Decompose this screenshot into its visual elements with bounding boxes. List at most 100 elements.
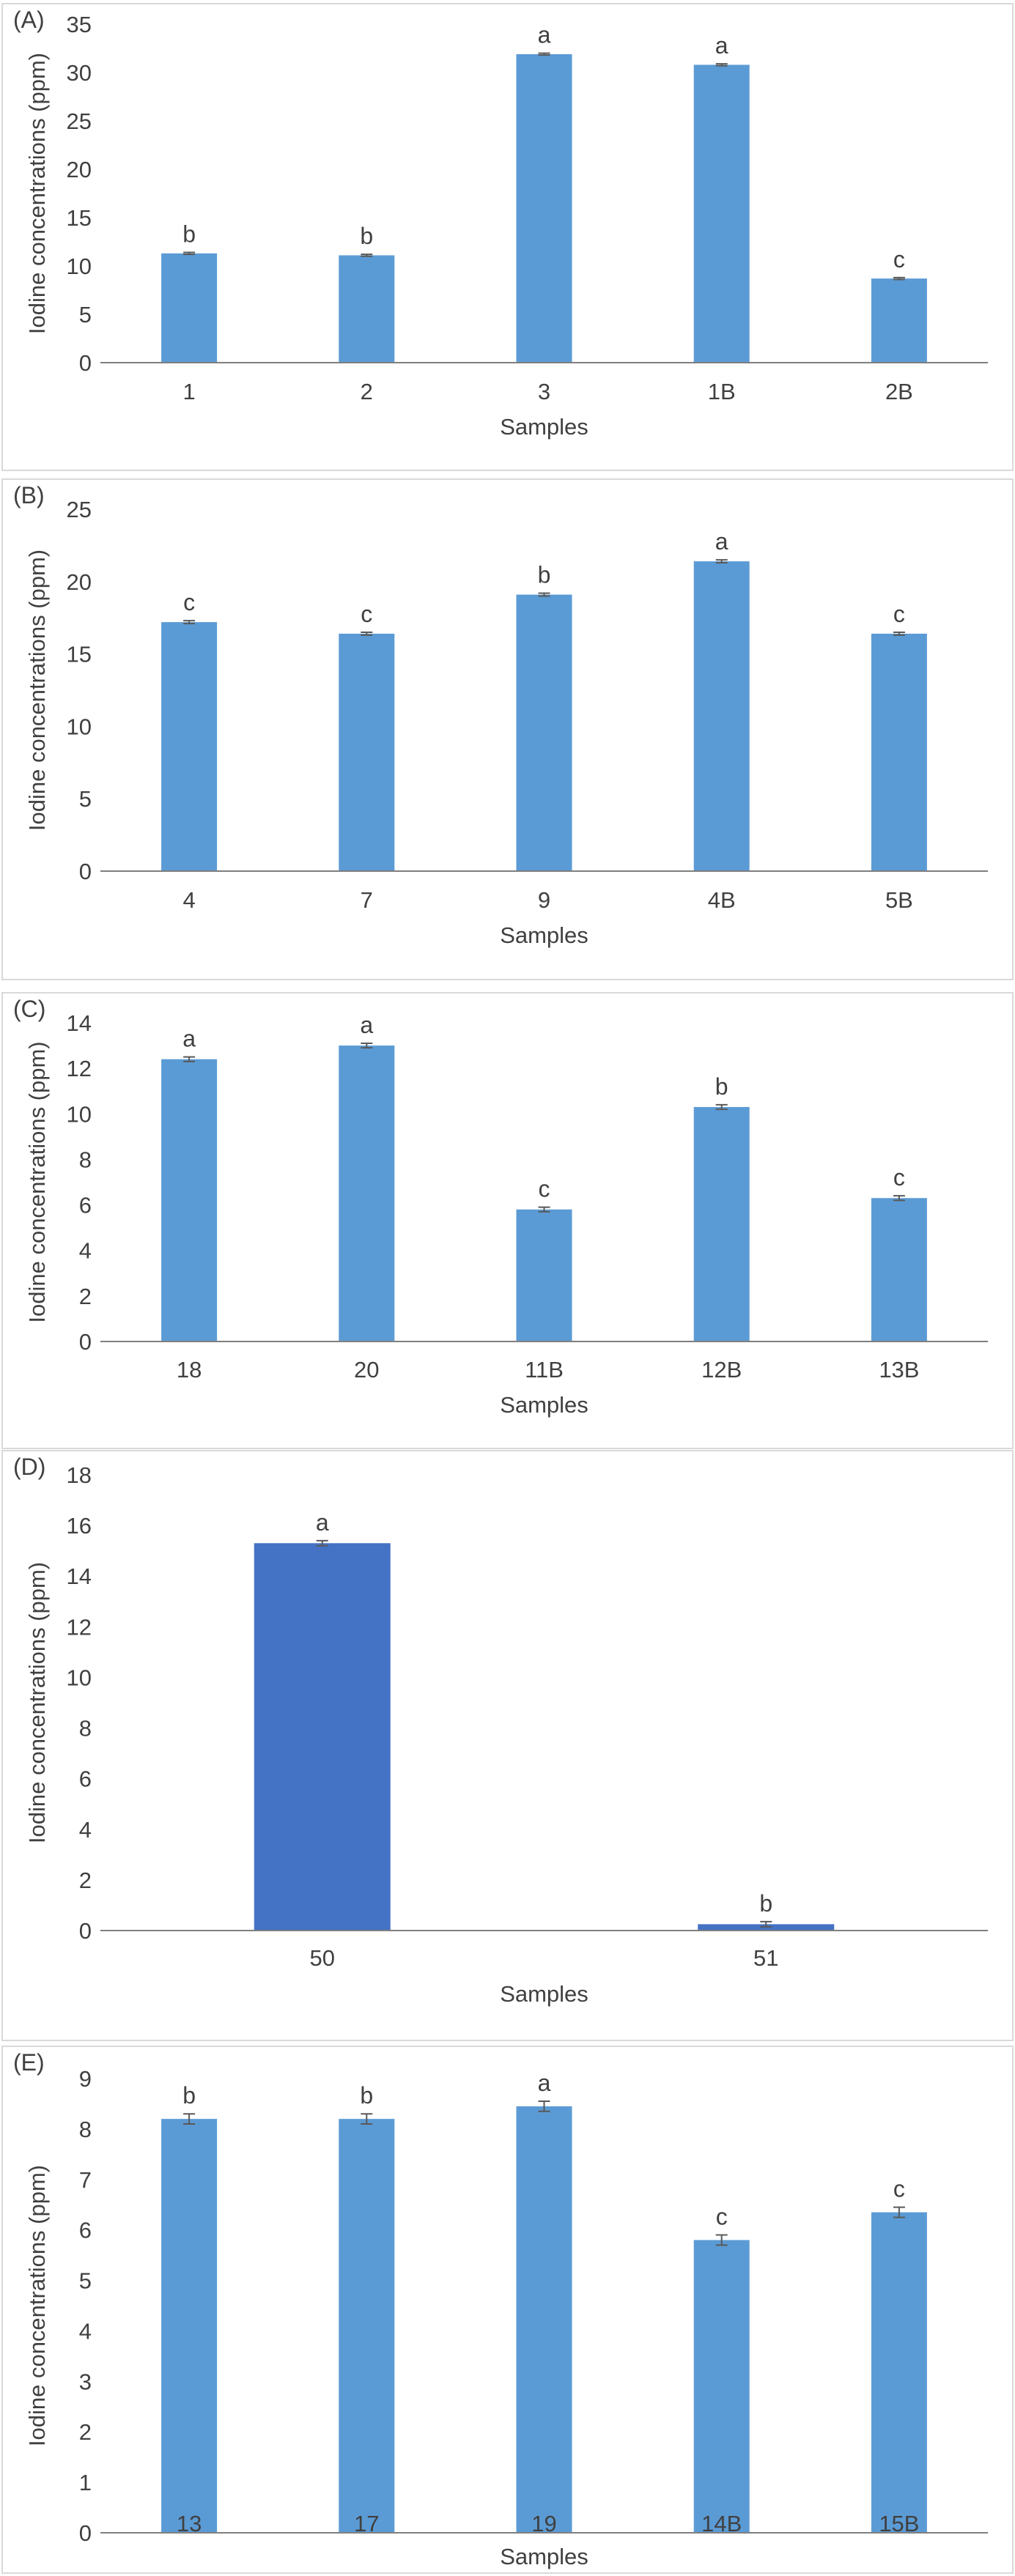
bar [516,2106,572,2533]
bar [693,561,750,871]
x-tick-label: 7 [361,887,373,913]
significance-letter: c [539,1176,550,1202]
panel-label: (A) [13,7,45,33]
x-tick-label: 3 [538,379,550,404]
y-tick-label: 2 [79,1868,92,1893]
y-tick-label: 8 [79,1716,92,1742]
y-axis-label: Iodine concentrations (ppm) [24,1041,50,1322]
y-tick-label: 25 [67,108,92,134]
bar [516,1209,572,1341]
x-tick-label: 50 [310,1945,335,1971]
x-tick-label: 20 [354,1357,379,1383]
x-tick-label: 12B [701,1357,742,1383]
y-tick-label: 30 [67,60,92,86]
y-tick-label: 1 [79,2470,92,2495]
bar [871,1198,927,1341]
significance-letter: c [893,2176,905,2202]
x-axis-label: Samples [500,2544,588,2569]
significance-letter: c [893,601,905,627]
y-tick-label: 2 [79,2419,92,2445]
panel-frame [1,2046,1014,2574]
x-tick-label: 2 [361,379,373,404]
x-tick-label: 9 [538,887,550,913]
chart-panel-b: (B) 0 5 10 15 20 25 Iodine concentrations (ppm)… [1,478,1014,980]
bar [339,633,395,871]
significance-letter: b [360,223,373,249]
y-tick-label: 2 [79,1284,92,1309]
y-tick-label: 7 [79,2167,92,2193]
y-tick-label: 18 [67,1462,92,1488]
chart-panel-e: (E) 0 1 2 3 4 5 6 7 8 9 Iodine concentrations (ppm)… [1,2046,1014,2574]
y-tick-label: 0 [79,859,92,884]
y-tick-label: 9 [79,2066,92,2092]
y-tick-label: 4 [79,1238,92,1264]
bar [339,1045,395,1341]
y-tick-label: 0 [79,350,92,376]
bar [693,1106,750,1341]
chart-panel-d: (D) 0 2 4 6 8 10 12 14 16 18 Iodine concentrations … [1,1450,1014,2041]
y-tick-label: 16 [67,1513,92,1539]
x-tick-label: 2B [885,379,913,404]
bar [871,633,927,871]
significance-letter: b [538,562,551,588]
significance-letter: c [716,2204,728,2230]
chart-panel-a: (A) 0 5 10 15 20 25 30 35 Iodine concentrations (… [1,3,1014,471]
panel-label: (D) [13,1454,45,1480]
y-axis-label: Iodine concentrations (ppm) [24,549,50,831]
y-axis-label: Iodine concentrations (ppm) [24,53,50,334]
significance-letter: b [360,2082,373,2109]
bar [161,622,218,871]
significance-letter: a [316,1509,329,1536]
y-tick-label: 20 [67,157,92,182]
y-tick-label: 6 [79,1193,92,1218]
y-tick-label: 15 [67,642,92,667]
y-tick-label: 6 [79,1766,92,1792]
bar [161,1059,218,1341]
significance-letter: c [361,601,372,627]
x-axis-label: Samples [500,922,588,948]
y-tick-label: 14 [67,1010,92,1036]
bar [871,2212,927,2533]
y-tick-label: 10 [67,1101,92,1127]
x-tick-label: 4 [182,887,195,913]
significance-letter: b [715,1073,728,1100]
y-tick-label: 3 [79,2369,92,2394]
x-tick-label: 5B [885,887,913,913]
x-axis-label: Samples [500,414,588,440]
bar [871,278,927,363]
y-tick-label: 8 [79,1147,92,1172]
significance-letter: b [182,221,196,248]
panel-label: (E) [13,2049,45,2076]
y-tick-label: 12 [67,1614,92,1640]
x-tick-label: 1 [182,379,195,404]
panel-label: (C) [13,996,45,1022]
x-tick-label: 1B [708,379,736,404]
y-tick-label: 5 [79,2268,92,2294]
bar [339,2119,395,2533]
y-tick-label: 12 [67,1056,92,1081]
bar [161,2119,218,2533]
significance-letter: a [715,528,728,555]
significance-letter: c [183,589,195,615]
x-axis-label: Samples [500,1392,588,1418]
y-tick-label: 25 [67,497,92,522]
x-tick-label: 51 [753,1945,778,1971]
bar [161,253,218,363]
y-axis-label: Iodine concentrations (ppm) [24,2165,50,2446]
y-tick-label: 4 [79,1817,92,1843]
y-tick-label: 5 [79,302,92,327]
bar [693,64,750,363]
y-tick-label: 20 [67,569,92,595]
y-tick-label: 4 [79,2318,92,2344]
significance-letter: b [182,2082,196,2109]
y-tick-label: 0 [79,1329,92,1355]
y-tick-label: 5 [79,786,92,812]
significance-letter: a [538,2070,551,2096]
bar [339,255,395,363]
y-axis-label: Iodine concentrations (ppm) [24,1562,50,1843]
significance-letter: b [759,1890,772,1917]
bar [516,594,572,871]
significance-letter: c [893,246,905,273]
significance-letter: a [182,1026,196,1052]
